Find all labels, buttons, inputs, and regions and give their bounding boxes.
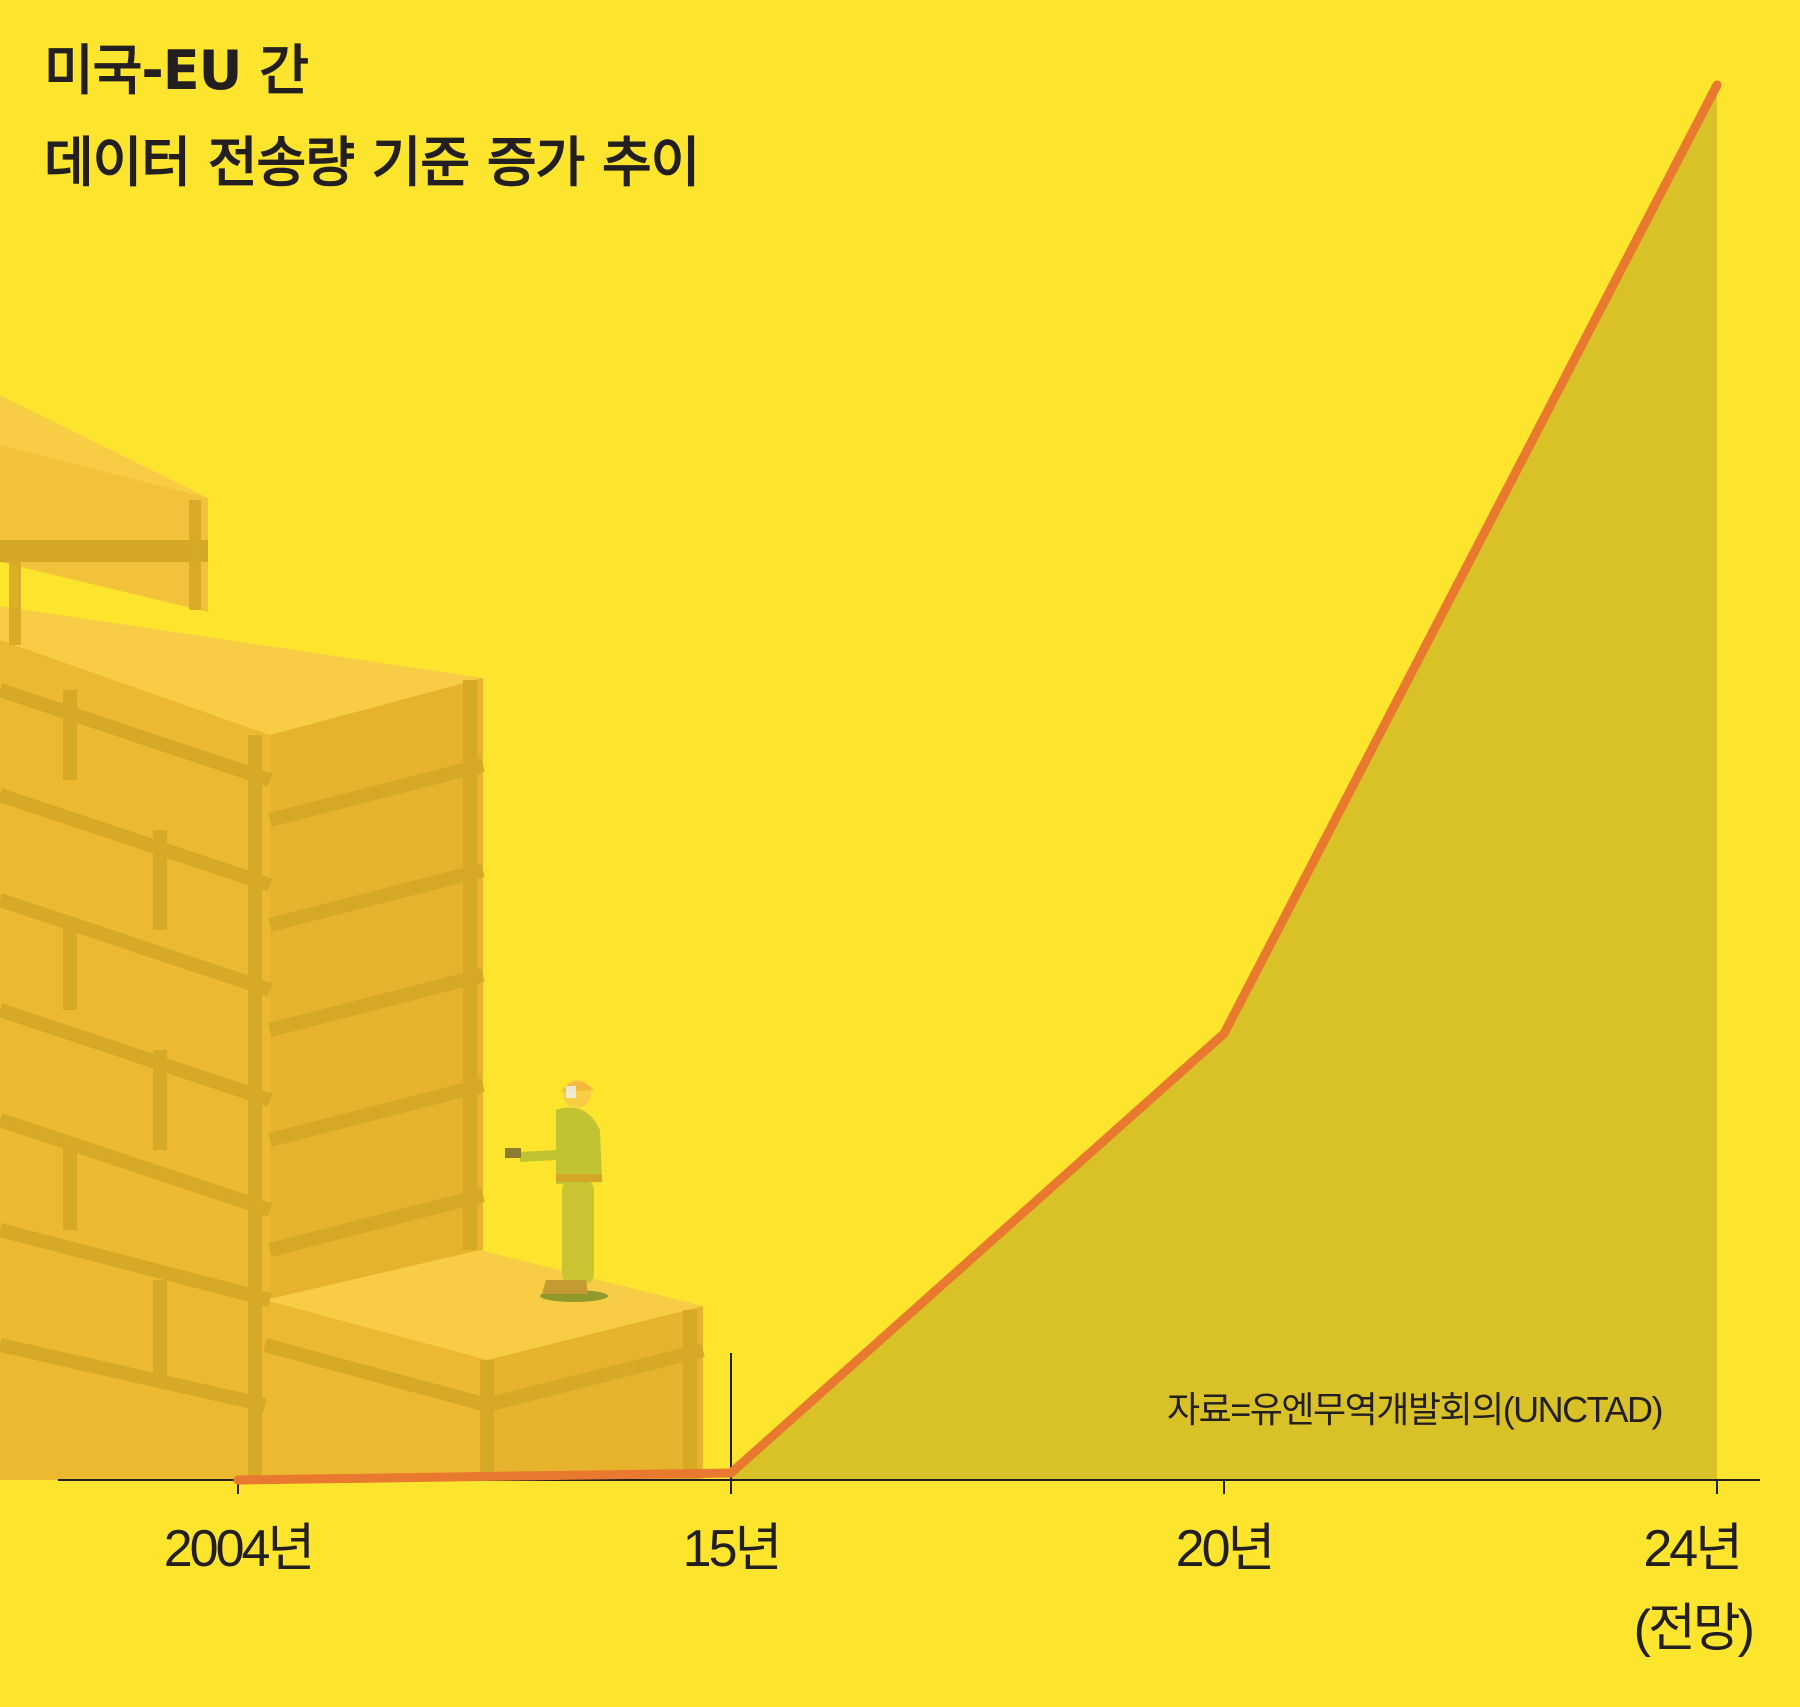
area-fill	[731, 85, 1717, 1480]
chart-title-line-2: 데이터 전송량 기준 증가 추이	[44, 131, 700, 194]
x-tick-label: 2004년	[164, 1520, 313, 1578]
x-tick-label: 15년	[683, 1520, 780, 1578]
x-tick-sublabel: (전망)	[1634, 1600, 1753, 1658]
worker-illustration	[505, 1080, 608, 1302]
x-tick-label: 24년	[1643, 1520, 1740, 1578]
chart-title-line-1: 미국-EU 간	[44, 39, 309, 102]
source-note: 자료=유엔무역개발회의(UNCTAD)	[1167, 1389, 1662, 1430]
series-line	[233, 80, 1722, 1485]
x-tick-label: 20년	[1176, 1520, 1273, 1578]
stacked-blocks-illustration	[0, 395, 705, 1480]
